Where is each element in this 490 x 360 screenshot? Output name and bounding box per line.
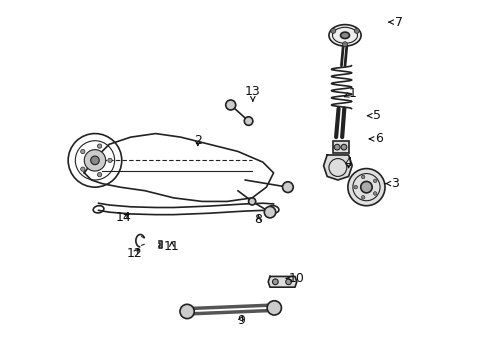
Text: 13: 13 <box>245 85 261 101</box>
Circle shape <box>272 279 278 285</box>
Text: 8: 8 <box>255 213 263 226</box>
Text: 2: 2 <box>194 134 202 147</box>
Circle shape <box>98 144 102 148</box>
Text: 4: 4 <box>344 156 352 169</box>
Circle shape <box>98 172 102 177</box>
Ellipse shape <box>329 24 361 46</box>
Circle shape <box>91 156 99 165</box>
Circle shape <box>84 150 106 171</box>
Circle shape <box>373 179 377 183</box>
Text: 7: 7 <box>389 15 403 28</box>
Polygon shape <box>268 276 297 287</box>
Text: 10: 10 <box>286 272 305 285</box>
Polygon shape <box>323 155 352 180</box>
Circle shape <box>343 42 347 47</box>
Circle shape <box>245 117 253 125</box>
Circle shape <box>108 158 112 162</box>
Polygon shape <box>333 141 348 153</box>
Text: 11: 11 <box>164 240 180 253</box>
Circle shape <box>341 144 347 150</box>
Circle shape <box>348 168 385 206</box>
Circle shape <box>264 206 276 218</box>
Circle shape <box>361 175 365 179</box>
Polygon shape <box>84 134 273 202</box>
Circle shape <box>361 195 365 199</box>
Circle shape <box>267 301 281 315</box>
Text: 3: 3 <box>386 177 399 190</box>
Circle shape <box>283 182 293 193</box>
Text: 14: 14 <box>116 211 131 224</box>
Ellipse shape <box>341 32 349 39</box>
Circle shape <box>331 28 336 33</box>
Circle shape <box>354 28 359 33</box>
Circle shape <box>373 192 377 195</box>
Text: 1: 1 <box>344 87 356 100</box>
Circle shape <box>248 198 256 205</box>
Circle shape <box>226 100 236 110</box>
Circle shape <box>354 185 358 189</box>
Circle shape <box>286 279 292 285</box>
Circle shape <box>361 181 372 193</box>
Text: 5: 5 <box>368 109 381 122</box>
Text: 9: 9 <box>237 314 245 327</box>
Circle shape <box>81 149 85 154</box>
Circle shape <box>81 167 85 171</box>
Text: 12: 12 <box>127 247 143 260</box>
Text: 6: 6 <box>369 132 383 145</box>
Circle shape <box>180 304 194 319</box>
Circle shape <box>334 144 340 150</box>
